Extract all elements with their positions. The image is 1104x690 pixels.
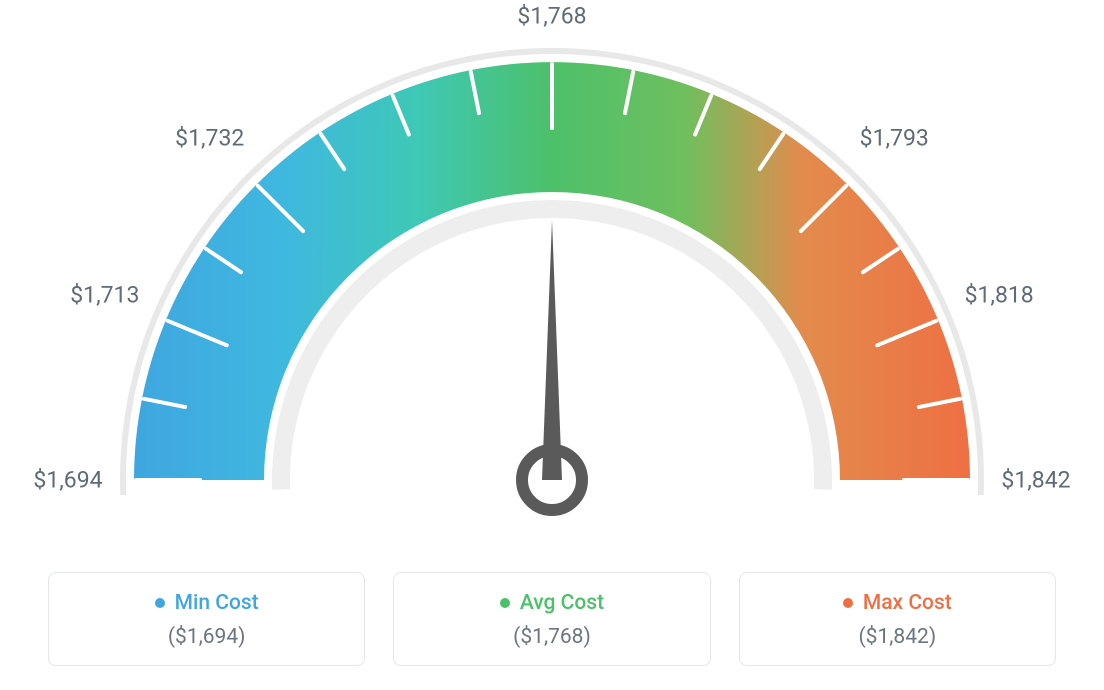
legend-title-max: Max Cost (843, 591, 952, 615)
legend-value-max: ($1,842) (750, 625, 1045, 649)
legend-title-min: Min Cost (155, 591, 259, 615)
gauge-tick-label: $1,694 (33, 467, 102, 494)
gauge-tick-label: $1,842 (1001, 467, 1070, 494)
legend-title-avg: Avg Cost (500, 591, 604, 615)
gauge-tick-label: $1,818 (965, 281, 1034, 308)
gauge-tick-label: $1,768 (517, 3, 586, 30)
gauge-tick-label: $1,732 (175, 124, 244, 151)
legend-card-avg: Avg Cost ($1,768) (393, 572, 710, 666)
gauge-chart: $1,694 $1,713 $1,732 $1,768 $1,793 $1,818 $1,8… (0, 0, 1104, 560)
legend-row: Min Cost ($1,694) Avg Cost ($1,768) Max … (0, 572, 1104, 666)
legend-card-min: Min Cost ($1,694) (48, 572, 365, 666)
legend-card-max: Max Cost ($1,842) (739, 572, 1056, 666)
legend-label-max: Max Cost (863, 591, 952, 615)
gauge-tick-label: $1,793 (860, 124, 929, 151)
legend-value-min: ($1,694) (59, 625, 354, 649)
legend-dot-avg (500, 598, 510, 608)
legend-dot-min (155, 598, 165, 608)
legend-label-avg: Avg Cost (520, 591, 604, 615)
gauge-svg (0, 0, 1104, 560)
legend-value-avg: ($1,768) (404, 625, 699, 649)
legend-dot-max (843, 598, 853, 608)
legend-label-min: Min Cost (175, 591, 259, 615)
gauge-tick-label: $1,713 (70, 281, 139, 308)
